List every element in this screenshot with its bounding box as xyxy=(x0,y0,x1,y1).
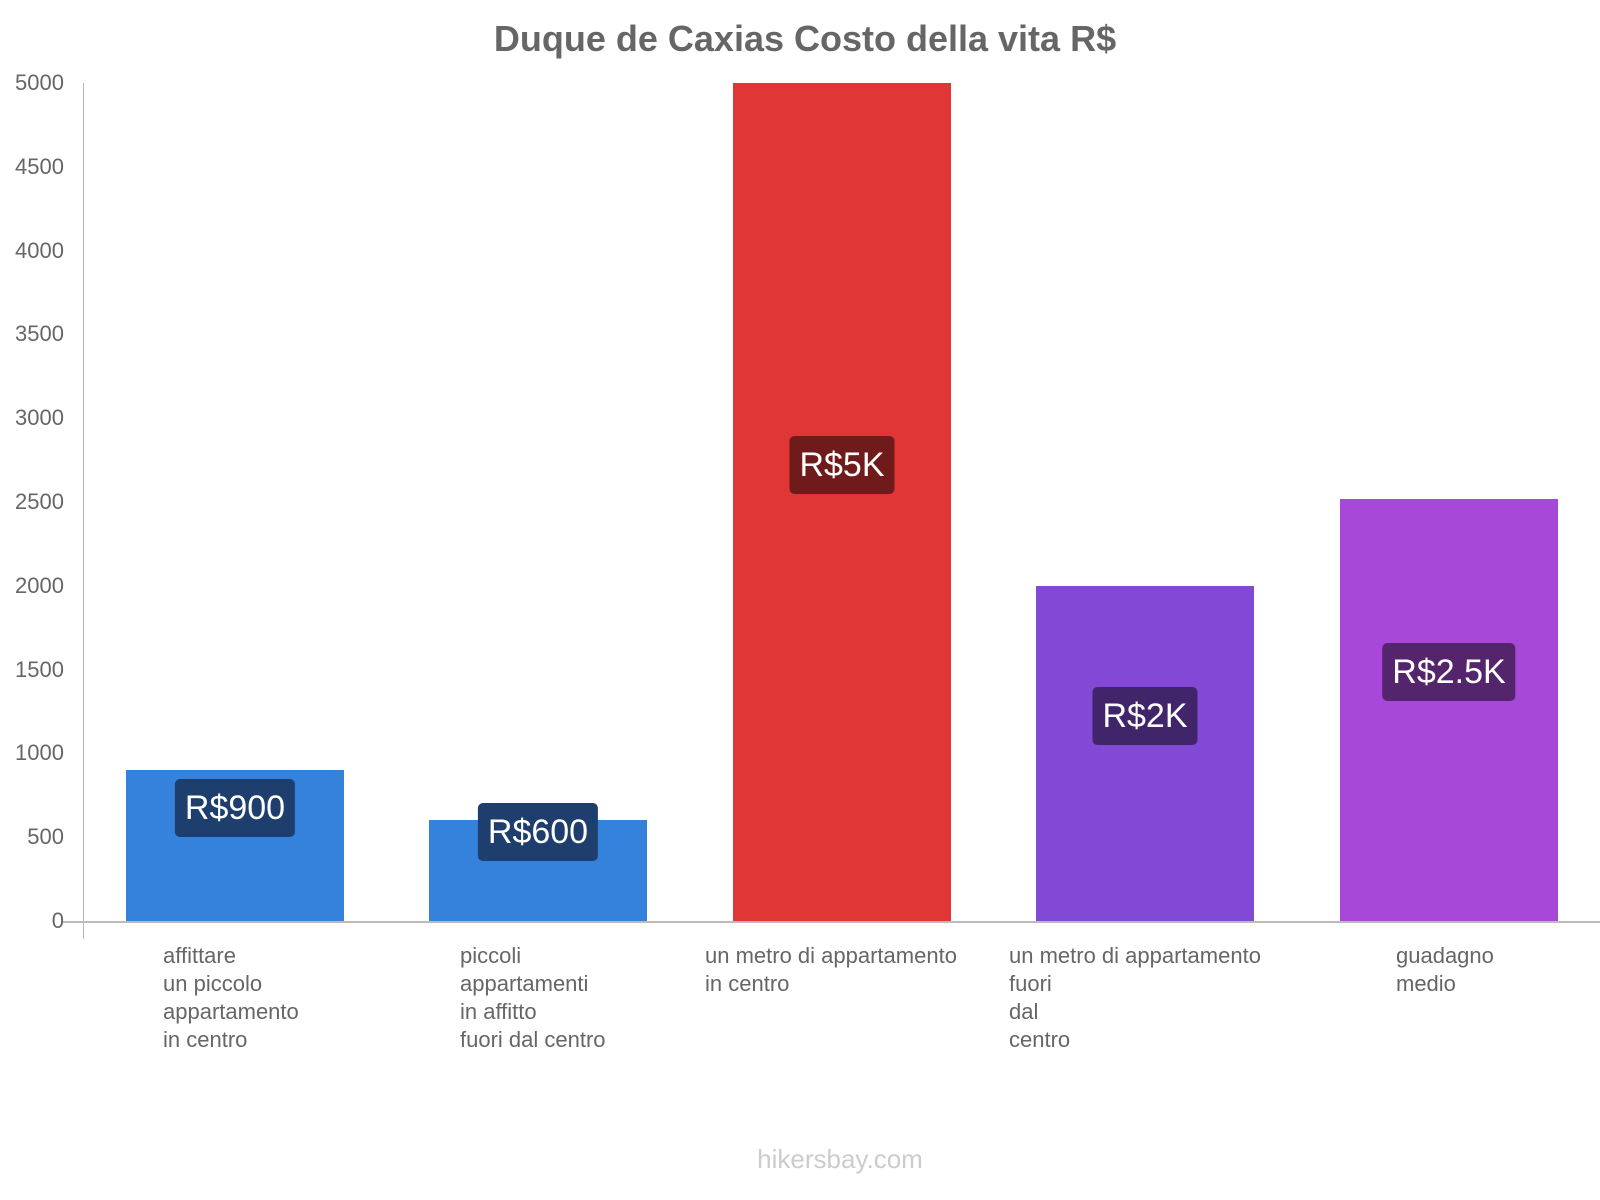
y-tick-label: 4000 xyxy=(15,237,64,263)
watermark: hikersbay.com xyxy=(757,1144,923,1174)
x-category-label: affittare un piccolo appartamento in cen… xyxy=(163,943,299,1052)
y-tick-label: 500 xyxy=(27,824,64,850)
bar[interactable] xyxy=(1340,498,1558,921)
y-tick-label: 1500 xyxy=(15,656,64,682)
y-tick-label: 3000 xyxy=(15,405,64,431)
y-tick-label: 2000 xyxy=(15,572,64,598)
y-tick-label: 4500 xyxy=(15,153,64,179)
y-tick-label: 0 xyxy=(51,908,64,933)
bar-value-label: R$2K xyxy=(1092,687,1198,745)
y-tick-label: 1000 xyxy=(15,740,64,766)
x-category-label: un metro di appartamento fuori dal centr… xyxy=(1009,943,1261,1052)
y-axis-line xyxy=(83,83,84,939)
bar[interactable] xyxy=(733,83,951,921)
x-category-label: guadagno medio xyxy=(1396,943,1494,996)
bar-value-label: R$600 xyxy=(477,803,599,861)
y-tick-label: 2500 xyxy=(15,489,64,514)
x-category-label: piccoli appartamenti in affitto fuori da… xyxy=(460,943,606,1052)
y-tick-label: 3500 xyxy=(15,321,64,347)
chart-title: Duque de Caxias Costo della vita R$ xyxy=(493,18,1117,59)
bar-value-label: R$2.5K xyxy=(1382,643,1516,701)
y-tick-label: 5000 xyxy=(15,70,64,95)
bar-value-label: R$900 xyxy=(174,779,296,837)
bar[interactable] xyxy=(1036,585,1254,921)
x-category-label: un metro di appartamento in centro xyxy=(705,943,957,996)
bar-value-label: R$5K xyxy=(789,436,895,494)
x-axis-line xyxy=(63,921,1600,923)
